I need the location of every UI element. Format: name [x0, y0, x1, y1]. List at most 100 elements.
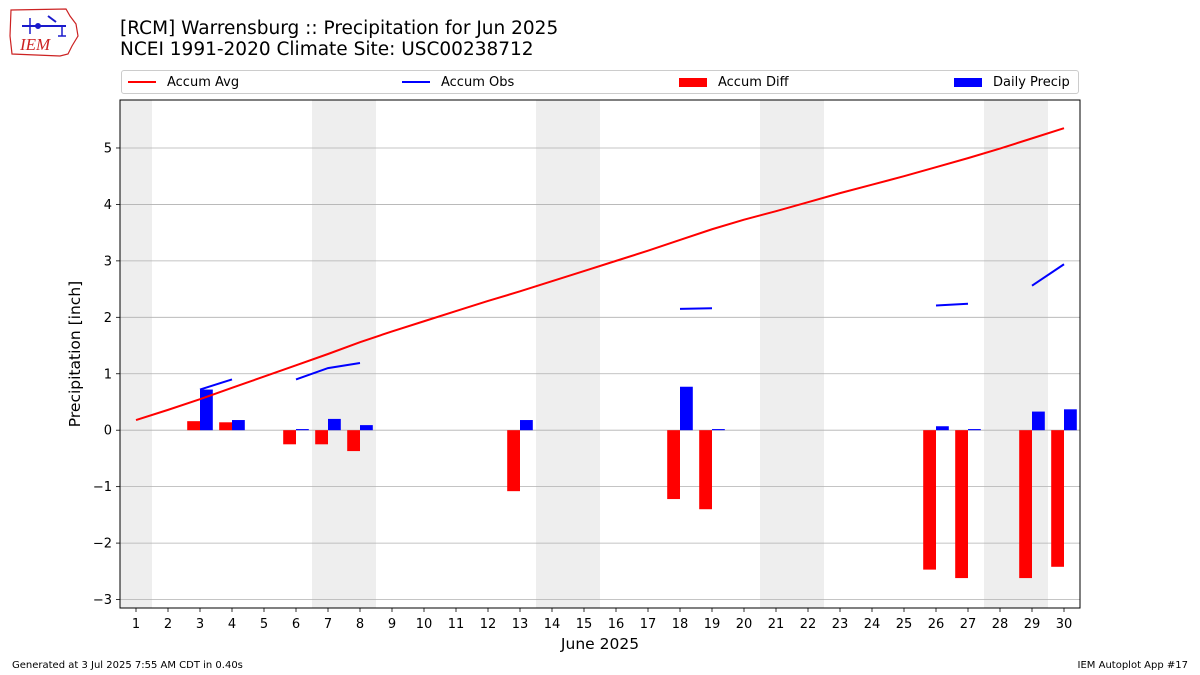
- x-tick-label: 13: [512, 617, 529, 632]
- x-tick-label: 12: [480, 617, 497, 632]
- iem-logo: IEM: [9, 8, 79, 57]
- weekend-band: [536, 100, 600, 608]
- weekend-band: [120, 100, 152, 608]
- accum-obs-line: [295, 362, 361, 381]
- accum-diff-bar: [315, 430, 328, 445]
- x-tick-label: 5: [260, 617, 268, 632]
- title-line1: [RCM] Warrensburg :: Precipitation for J…: [120, 18, 559, 39]
- accum-diff-bar: [1019, 430, 1032, 579]
- legend-item-accum-diff: Accum Diff: [679, 71, 789, 93]
- x-tick-label: 14: [544, 617, 561, 632]
- x-tick-label: 2: [164, 617, 172, 632]
- legend-swatch: [679, 77, 707, 87]
- legend-item-accum-obs: Accum Obs: [402, 71, 514, 93]
- daily-precip-bar: [968, 429, 981, 431]
- daily-precip-bar: [1032, 411, 1045, 431]
- y-tick-label: −1: [93, 480, 112, 495]
- legend-swatch: [402, 81, 430, 83]
- accum-diff-bar: [955, 430, 968, 579]
- x-tick-label: 3: [196, 617, 204, 632]
- daily-precip-bar: [328, 418, 341, 431]
- chart-legend: Accum Avg Accum Obs Accum Diff Daily Pre…: [121, 70, 1079, 94]
- accum-diff-bar: [283, 430, 296, 445]
- x-tick-label: 16: [608, 617, 625, 632]
- accum-obs-line: [679, 307, 713, 310]
- x-tick-label: 11: [448, 617, 465, 632]
- legend-swatch: [954, 77, 982, 87]
- legend-label: Accum Avg: [167, 74, 240, 90]
- accum-diff-bar: [507, 430, 520, 492]
- accum-avg-line: [135, 127, 1065, 421]
- accum-obs-line: [1031, 263, 1065, 287]
- x-tick-label: 19: [704, 617, 721, 632]
- accum-diff-bar: [667, 430, 680, 500]
- y-tick-label: 2: [104, 311, 112, 326]
- x-tick-label: 18: [672, 617, 689, 632]
- accum-diff-bar: [219, 422, 232, 431]
- logo-text: IEM: [19, 35, 51, 54]
- daily-precip-bar: [520, 420, 533, 431]
- title-line2: NCEI 1991-2020 Climate Site: USC00238712: [120, 39, 534, 60]
- y-tick-label: 1: [104, 367, 112, 382]
- legend-label: Daily Precip: [993, 74, 1070, 90]
- iowa-outline-icon: [9, 8, 79, 57]
- weekend-band: [312, 100, 376, 608]
- y-axis-label: Precipitation [inch]: [66, 281, 84, 427]
- accum-obs-line: [935, 302, 969, 307]
- x-tick-label: 25: [896, 617, 913, 632]
- x-tick-label: 29: [1024, 617, 1041, 632]
- weekend-band: [984, 100, 1048, 608]
- daily-precip-bar: [1064, 409, 1077, 431]
- legend-label: Accum Obs: [441, 74, 515, 90]
- y-tick-label: 0: [104, 424, 112, 439]
- daily-precip-bar: [200, 389, 213, 431]
- weekend-band: [760, 100, 824, 608]
- y-tick-label: 5: [104, 141, 112, 156]
- x-tick-label: 20: [736, 617, 753, 632]
- chart-title: [RCM] Warrensburg :: Precipitation for J…: [120, 18, 558, 60]
- weather-station-icon: [22, 15, 66, 37]
- x-tick-label: 15: [576, 617, 593, 632]
- x-tick-label: 9: [388, 617, 396, 632]
- x-tick-label: 28: [992, 617, 1009, 632]
- generated-note: Generated at 3 Jul 2025 7:55 AM CDT in 0…: [12, 660, 243, 671]
- legend-item-daily-precip: Daily Precip: [954, 71, 1070, 93]
- x-tick-label: 23: [832, 617, 849, 632]
- x-axis-label: June 2025: [560, 635, 639, 653]
- legend-item-accum-avg: Accum Avg: [128, 71, 239, 93]
- accum-diff-bar: [1051, 430, 1064, 567]
- x-tick-label: 27: [960, 617, 977, 632]
- daily-precip-bar: [712, 429, 725, 431]
- x-tick-label: 17: [640, 617, 657, 632]
- daily-precip-bar: [360, 425, 373, 431]
- x-tick-label: 22: [800, 617, 817, 632]
- y-tick-label: 4: [104, 198, 112, 213]
- accum-diff-bar: [923, 430, 936, 570]
- app-credit: IEM Autoplot App #17: [1077, 660, 1188, 671]
- accum-diff-bar: [347, 430, 360, 452]
- x-tick-label: 8: [356, 617, 364, 632]
- daily-precip-bar: [936, 426, 949, 431]
- x-tick-label: 6: [292, 617, 300, 632]
- accum-obs-line: [199, 378, 233, 391]
- daily-precip-bar: [680, 386, 693, 431]
- legend-swatch: [128, 81, 156, 83]
- x-tick-label: 26: [928, 617, 945, 632]
- y-tick-label: 3: [104, 254, 112, 269]
- x-tick-label: 30: [1056, 617, 1073, 632]
- y-tick-label: −3: [93, 593, 112, 608]
- x-tick-label: 10: [416, 617, 433, 632]
- daily-precip-bar: [232, 420, 245, 431]
- x-tick-label: 7: [324, 617, 332, 632]
- accum-diff-bar: [699, 430, 712, 510]
- x-tick-label: 4: [228, 617, 236, 632]
- legend-label: Accum Diff: [718, 74, 789, 90]
- x-tick-label: 24: [864, 617, 881, 632]
- y-tick-label: −2: [93, 537, 112, 552]
- x-tick-label: 1: [132, 617, 140, 632]
- x-tick-label: 21: [768, 617, 785, 632]
- daily-precip-bar: [296, 429, 309, 431]
- accum-diff-bar: [187, 421, 200, 431]
- plot-frame: [119, 99, 1081, 609]
